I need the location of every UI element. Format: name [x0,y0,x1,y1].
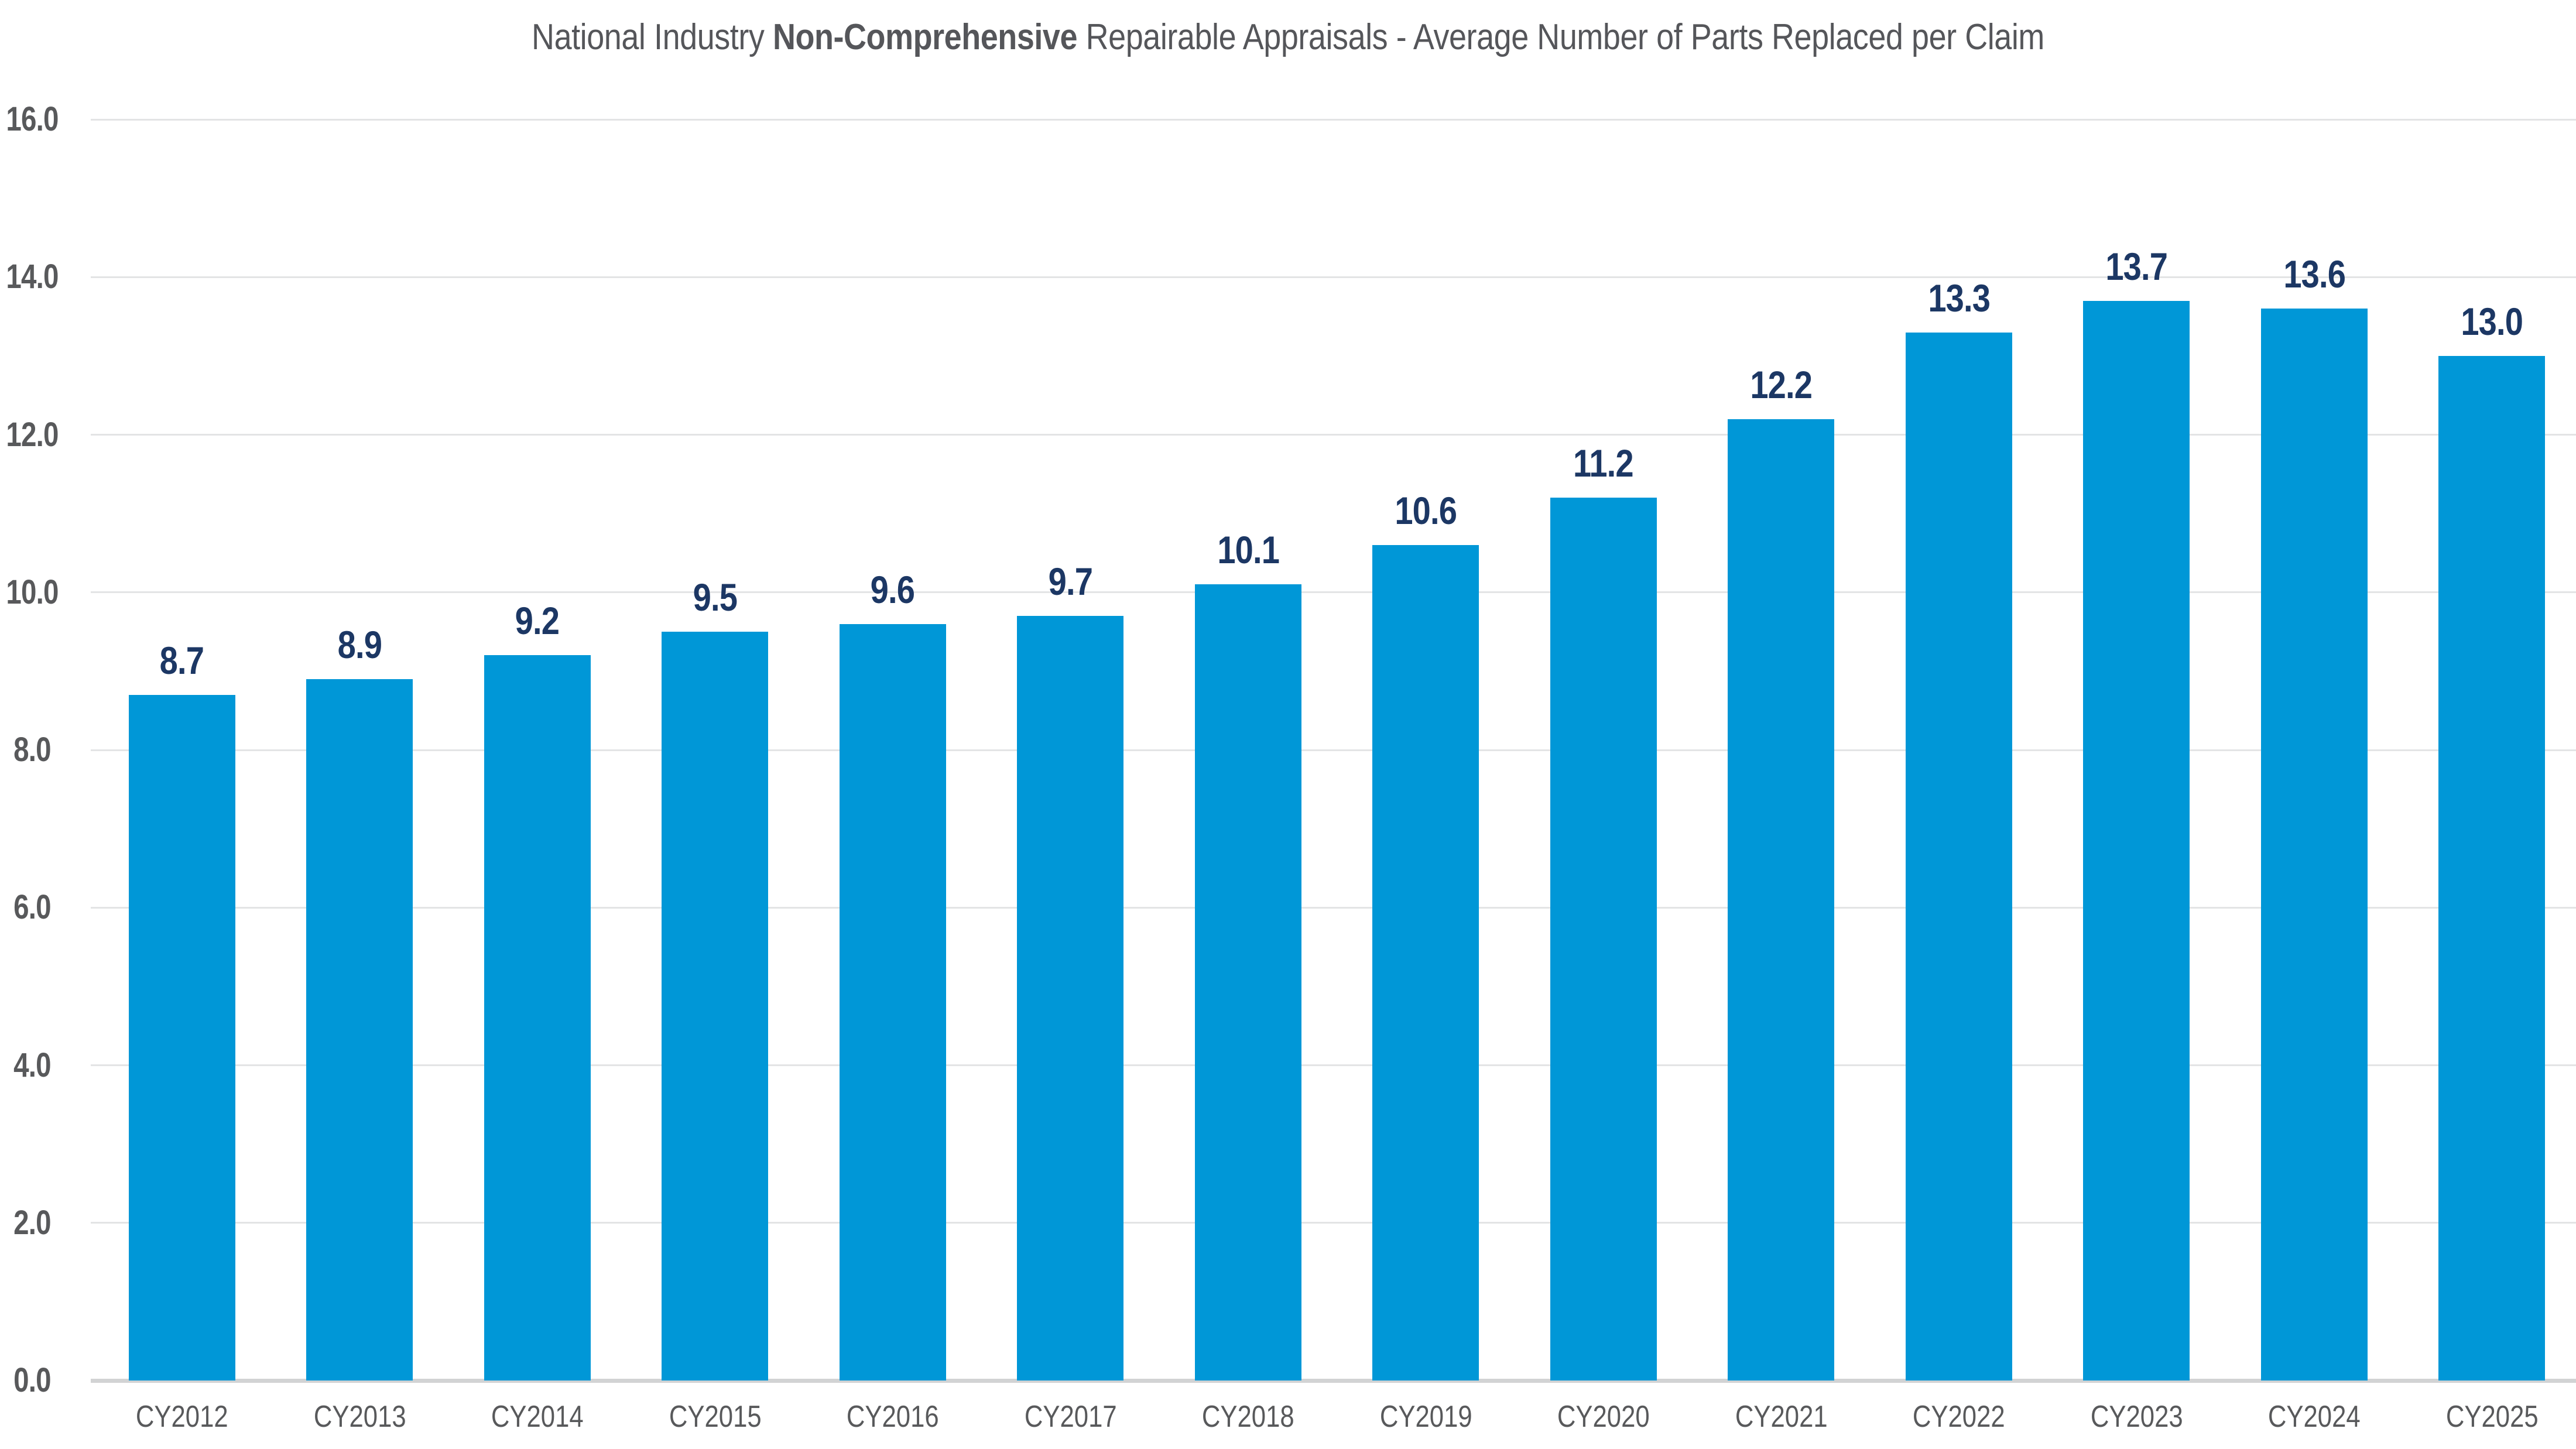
value-label-text: 9.7 [1048,560,1093,604]
gridline-8.0 [91,749,2576,751]
value-label-cy2014: 9.2 [448,601,626,640]
y-tick-label-6.0: 6.0 [13,888,51,927]
value-label-cy2018: 10.1 [1159,530,1337,569]
x-tick-label-cy2015: CY2015 [669,1400,762,1434]
bar-slot-cy2019: 10.6 [1337,119,1515,1381]
x-tick-label-cy2019: CY2019 [1379,1400,1472,1434]
y-tick-label-0.0: 0.0 [13,1361,51,1399]
y-tick-label-2.0: 2.0 [13,1203,51,1242]
value-label-cy2017: 9.7 [982,562,1160,601]
bar-cy2022[interactable] [1905,332,2012,1381]
value-label-text: 11.2 [1573,441,1634,485]
x-tick-label-cy2017: CY2017 [1024,1400,1117,1434]
bar-cy2020[interactable] [1550,498,1657,1381]
y-tick-label-8.0: 8.0 [13,731,51,769]
x-tick-label-cy2016: CY2016 [846,1400,939,1434]
bar-slot-cy2012: 8.7 [93,119,271,1381]
gridline-10.0 [91,591,2576,594]
x-tick-label-cy2013: CY2013 [313,1400,406,1434]
value-label-text: 9.2 [515,599,560,643]
value-label-cy2019: 10.6 [1337,491,1515,530]
x-tick-label-cy2012: CY2012 [135,1400,228,1434]
value-label-cy2020: 11.2 [1515,444,1693,482]
bar-slot-cy2024: 13.6 [2225,119,2403,1381]
value-label-text: 10.6 [1395,488,1457,532]
bar-slot-cy2018: 10.1 [1159,119,1337,1381]
value-label-cy2013: 8.9 [271,625,449,664]
bar-cy2018[interactable] [1194,584,1301,1381]
value-label-cy2021: 12.2 [1693,365,1871,404]
value-label-cy2024: 13.6 [2225,255,2403,293]
value-label-cy2012: 8.7 [93,641,271,680]
value-label-text: 8.7 [160,638,204,682]
plot-area: 0.0 2.0 4.0 6.0 8.0 10.0 12.0 14.0 16.0 8.7 8.9 9.… [0,102,2576,1397]
chart-title-emphasis: Non-Comprehensive [772,17,1078,57]
value-label-text: 9.6 [871,567,915,611]
x-tick-label-cy2022: CY2022 [1912,1400,2005,1434]
value-label-text: 13.3 [1927,276,1991,320]
value-label-text: 13.6 [2283,252,2346,296]
value-label-text: 12.2 [1750,362,1813,406]
x-tick-label-cy2021: CY2021 [1735,1400,1828,1434]
x-tick-label-cy2024: CY2024 [2267,1400,2361,1434]
bar-cy2024[interactable] [2260,309,2368,1381]
bar-slot-cy2020: 11.2 [1515,119,1693,1381]
value-label-text: 10.1 [1217,528,1280,572]
bar-cy2017[interactable] [1017,616,1124,1381]
bars-row: 8.7 8.9 9.2 9.5 9.6 9.7 10.1 10.6 11.2 12.2 13.3 13… [93,119,2576,1381]
bar-cy2023[interactable] [2083,300,2190,1381]
chart-title-prefix: National Industry [532,17,773,57]
bar-cy2012[interactable] [128,694,235,1381]
value-label-cy2016: 9.6 [804,570,982,609]
value-label-cy2025: 13.0 [2403,302,2576,341]
value-label-text: 13.7 [2105,244,2168,288]
bar-slot-cy2013: 8.9 [271,119,449,1381]
bar-slot-cy2017: 9.7 [982,119,1160,1381]
bar-cy2015[interactable] [662,632,769,1381]
chart-title: National Industry Non-Comprehensive Repa… [0,14,2576,61]
value-label-text: 9.5 [693,576,738,619]
x-tick-label-cy2020: CY2020 [1557,1400,1650,1434]
x-tick-label-cy2018: CY2018 [1201,1400,1294,1434]
x-tick-label-cy2014: CY2014 [491,1400,584,1434]
chart-title-suffix: Repairable Appraisals - Average Number o… [1077,17,2045,57]
bar-slot-cy2016: 9.6 [804,119,982,1381]
value-label-text: 8.9 [337,622,382,666]
y-tick-label-14.0: 14.0 [6,258,59,296]
y-tick-label-12.0: 12.0 [6,415,59,454]
bar-cy2014[interactable] [484,655,591,1381]
bar-cy2016[interactable] [839,624,946,1381]
bar-cy2019[interactable] [1372,544,1479,1381]
gridline-14.0 [91,276,2576,278]
value-label-cy2015: 9.5 [626,578,804,616]
gridline-12.0 [91,434,2576,436]
gridline-2.0 [91,1222,2576,1224]
bar-slot-cy2021: 12.2 [1693,119,1871,1381]
x-axis: CY2012 CY2013 CY2014 CY2015 CY2016 CY2017 CY20… [93,1400,2576,1433]
x-axis-baseline [91,1379,2576,1383]
bar-slot-cy2014: 9.2 [448,119,626,1381]
x-tick-label-cy2025: CY2025 [2445,1400,2539,1434]
bar-slot-cy2015: 9.5 [626,119,804,1381]
value-label-cy2022: 13.3 [1870,279,2048,317]
y-tick-label-10.0: 10.0 [6,573,59,611]
bar-slot-cy2025: 13.0 [2403,119,2576,1381]
x-tick-label-cy2023: CY2023 [2090,1400,2183,1434]
bar-slot-cy2022: 13.3 [1870,119,2048,1381]
bar-cy2013[interactable] [306,679,413,1381]
value-label-cy2023: 13.7 [2048,247,2226,286]
y-tick-label-16.0: 16.0 [6,100,59,138]
value-label-text: 13.0 [2461,299,2523,343]
bar-slot-cy2023: 13.7 [2048,119,2226,1381]
gridline-16.0 [91,118,2576,121]
gridline-6.0 [91,906,2576,909]
y-tick-label-4.0: 4.0 [13,1046,51,1084]
bar-cy2025[interactable] [2438,355,2546,1381]
bar-cy2021[interactable] [1728,419,1835,1381]
gridline-4.0 [91,1064,2576,1066]
